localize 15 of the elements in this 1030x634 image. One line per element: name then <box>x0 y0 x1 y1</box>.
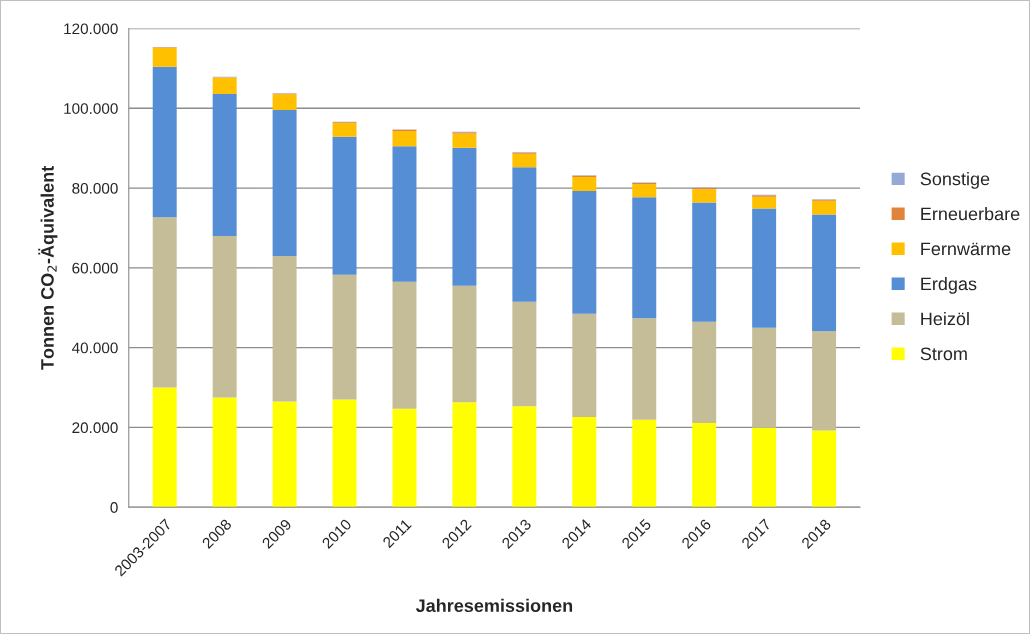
legend-label: Fernwärme <box>921 242 1011 256</box>
y-tick-label: 120.000 <box>64 23 118 35</box>
y-tick-label: 20.000 <box>72 422 118 434</box>
legend-label: Erdgas <box>921 276 977 294</box>
y-tick-label: 60.000 <box>72 262 118 274</box>
legend-label: Strom <box>920 347 967 361</box>
y-axis-title: Tonnen CO$_{2}$-Äquivalent <box>38 165 58 370</box>
y-tick-label: 100.000 <box>64 103 118 114</box>
legend-label: Heizöl <box>921 311 969 326</box>
legend-label: Erneuerbare <box>921 207 1020 221</box>
legend-label: Sonstige <box>920 172 990 189</box>
y-tick-label: 80.000 <box>72 182 118 194</box>
y-tick-label: 0 <box>110 502 118 513</box>
y-tick-label: 40.000 <box>71 342 118 354</box>
x-axis-title: Jahresemissionen <box>415 598 573 613</box>
